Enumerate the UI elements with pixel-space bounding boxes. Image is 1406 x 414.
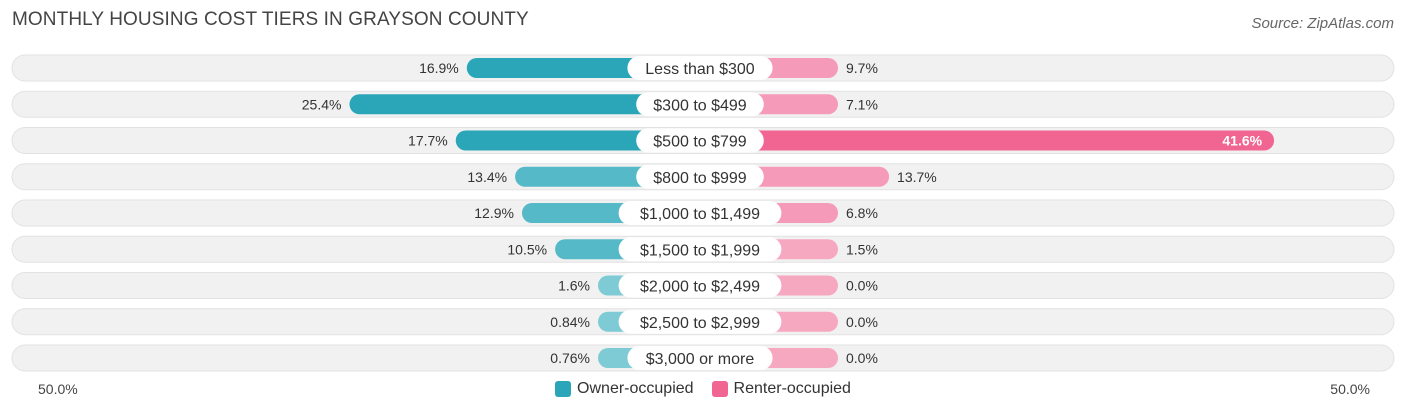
category-label-pill: [636, 128, 764, 153]
axis-left-label: 50.0%: [38, 381, 78, 397]
legend-label-owner: Owner-occupied: [577, 380, 694, 397]
chart-title: MONTHLY HOUSING COST TIERS IN GRAYSON CO…: [12, 9, 529, 30]
chart-legend: Owner-occupied Renter-occupied: [0, 380, 1406, 398]
source-credit: Source: ZipAtlas.com: [1251, 15, 1394, 32]
renter-value-label: 41.6%: [1222, 133, 1262, 149]
owner-value-label: 10.5%: [507, 241, 547, 257]
category-label-pill: [618, 237, 782, 262]
owner-value-label: 12.9%: [474, 205, 514, 221]
category-label-pill: [618, 201, 782, 225]
renter-bar: [700, 130, 1275, 151]
legend-swatch-renter: [711, 381, 728, 397]
category-label: $1,000 to $1,499: [640, 206, 760, 223]
renter-value-label: 0.0%: [846, 350, 878, 366]
owner-value-label: 16.9%: [419, 60, 459, 76]
legend-item-renter: Renter-occupied: [711, 380, 851, 398]
owner-value-label: 17.7%: [408, 133, 448, 149]
legend-label-renter: Renter-occupied: [733, 380, 851, 397]
owner-value-label: 1.6%: [558, 278, 590, 294]
category-label: $2,000 to $2,499: [640, 279, 760, 296]
renter-value-label: 0.0%: [846, 314, 878, 330]
category-label: Less than $300: [645, 61, 755, 78]
owner-value-label: 13.4%: [467, 169, 507, 185]
owner-bar: [349, 94, 700, 115]
owner-value-label: 0.84%: [550, 314, 590, 330]
category-label: $3,000 or more: [646, 351, 755, 368]
renter-value-label: 7.1%: [846, 96, 878, 112]
category-label: $500 to $799: [653, 134, 747, 151]
category-label-pill: [618, 273, 782, 298]
renter-value-label: 6.8%: [846, 205, 878, 221]
legend-item-owner: Owner-occupied: [555, 380, 694, 398]
category-label-pill: [636, 164, 764, 189]
renter-value-label: 1.5%: [846, 241, 878, 257]
axis-right-label: 50.0%: [1330, 381, 1370, 397]
category-label-pill: [636, 92, 764, 117]
legend-swatch-owner: [555, 381, 572, 397]
owner-value-label: 0.76%: [550, 350, 590, 366]
category-label: $300 to $499: [653, 97, 747, 114]
category-label-pill: [618, 309, 782, 334]
renter-value-label: 0.0%: [846, 278, 878, 294]
category-label-pill: [627, 56, 773, 80]
owner-value-label: 25.4%: [302, 96, 342, 112]
category-label: $2,500 to $2,999: [640, 315, 760, 332]
renter-value-label: 13.7%: [897, 169, 937, 185]
category-label: $1,500 to $1,999: [640, 242, 760, 259]
category-label: $800 to $999: [653, 170, 747, 187]
renter-value-label: 9.7%: [846, 60, 878, 76]
category-label-pill: [627, 346, 773, 370]
